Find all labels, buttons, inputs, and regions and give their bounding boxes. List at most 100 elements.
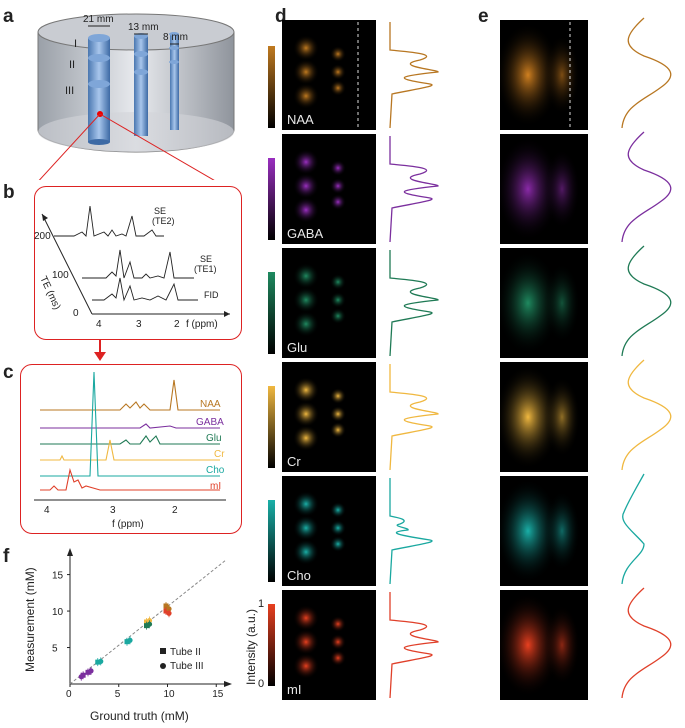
profile-e-naa bbox=[621, 17, 672, 129]
f-tick-4: 4 bbox=[96, 319, 102, 330]
colorbar-cr bbox=[268, 386, 275, 468]
tube-label-ii: II bbox=[69, 59, 75, 71]
f-x-tick-label: 5 bbox=[115, 689, 121, 700]
panel-label-f: f bbox=[3, 546, 10, 567]
trace-label-se-te1-line1: SE bbox=[200, 254, 212, 264]
colorbar-glu bbox=[268, 272, 275, 354]
profile-e-cho bbox=[621, 473, 645, 585]
f-y-tick-label: 10 bbox=[52, 607, 64, 618]
map-label-cr: Cr bbox=[287, 454, 301, 469]
scatter-point-tube-ii bbox=[163, 603, 169, 609]
legend-mi: mI bbox=[210, 481, 221, 492]
legend-glu: Glu bbox=[206, 433, 222, 444]
legend-naa: NAA bbox=[200, 399, 221, 410]
te-tick-100: 100 bbox=[52, 270, 69, 281]
blur-map-mi bbox=[500, 590, 588, 700]
c-x-tick-3: 3 bbox=[110, 505, 116, 516]
profile-e-gaba bbox=[621, 131, 672, 243]
legend-gaba: GABA bbox=[196, 417, 224, 428]
scatter-point-tube-iii bbox=[78, 674, 84, 680]
scatter-point-tube-ii bbox=[85, 669, 91, 675]
f-x-tick-label: 0 bbox=[66, 689, 72, 700]
f-axis-label: f (ppm) bbox=[186, 319, 218, 330]
trace-label-se-te2-line1: SE bbox=[154, 206, 166, 216]
dim-21mm: 21 mm bbox=[83, 14, 114, 25]
panel-label-b: b bbox=[3, 182, 15, 203]
phantom-illustration: 21 mm 13 mm 8 mm I II III bbox=[37, 13, 235, 180]
scatter-point-tube-ii bbox=[144, 623, 149, 629]
panel-label-d: d bbox=[275, 6, 287, 27]
scatter-point-tube-iii bbox=[98, 658, 104, 664]
profile-d-gaba bbox=[389, 136, 439, 243]
scatter-point-tube-ii bbox=[95, 659, 101, 665]
map-label-mi: mI bbox=[287, 682, 302, 697]
te-tick-200: 200 bbox=[34, 231, 51, 242]
te-tick-0: 0 bbox=[73, 308, 79, 319]
profile-e-cr bbox=[621, 359, 672, 471]
blur-map-cr bbox=[500, 362, 588, 472]
map-mi: mI bbox=[282, 590, 376, 700]
scatter-point-tube-iii bbox=[88, 668, 94, 674]
map-label-gaba: GABA bbox=[287, 226, 324, 241]
scatter-point-tube-iii bbox=[166, 606, 172, 612]
profile-e-mi bbox=[621, 587, 672, 699]
blur-map-cho bbox=[500, 476, 588, 586]
f-xlabel: Ground truth (mM) bbox=[90, 709, 189, 723]
trace-label-se-te2-line2: (TE2) bbox=[152, 216, 175, 226]
f-y-tick-label: 15 bbox=[52, 571, 64, 582]
scatter-point-tube-ii bbox=[124, 639, 130, 645]
colorbar-gaba bbox=[268, 158, 275, 240]
f-x-tick-label: 10 bbox=[164, 689, 176, 700]
legend-circle-icon bbox=[160, 663, 166, 669]
panel-label-e: e bbox=[478, 6, 489, 27]
dim-8mm: 8 mm bbox=[163, 32, 188, 43]
profile-e-glu bbox=[621, 245, 672, 357]
scatter-point-tube-iii bbox=[127, 637, 133, 643]
scatter-point-tube-ii bbox=[163, 608, 169, 614]
scatter-chart: 0 5 10 15 5 10 15 Tube II Tube III Ground trut… bbox=[23, 548, 232, 723]
intensity-axis-label: Intensity (a.u.) bbox=[244, 608, 258, 686]
c-x-axis-label: f (ppm) bbox=[112, 519, 144, 530]
scale-bottom-label: 0 bbox=[258, 678, 265, 690]
legend-tube-ii: Tube II bbox=[170, 647, 201, 658]
profile-d-cr bbox=[389, 364, 439, 471]
tube-label-iii: III bbox=[65, 85, 74, 97]
profile-d-mi bbox=[389, 592, 439, 699]
dim-13mm: 13 mm bbox=[128, 22, 159, 33]
identity-line bbox=[69, 559, 227, 685]
map-label-naa: NAA bbox=[287, 112, 314, 127]
panel-label-c: c bbox=[3, 362, 14, 383]
panel-label-a: a bbox=[3, 6, 14, 27]
trace-label-fid: FID bbox=[204, 290, 219, 300]
blur-map-glu bbox=[500, 248, 588, 358]
map-label-glu: Glu bbox=[287, 340, 308, 355]
f-ylabel: Measurement (mM) bbox=[23, 567, 37, 672]
map-glu: Glu bbox=[282, 248, 376, 358]
spectra-stack-box bbox=[34, 186, 242, 340]
map-cho: Cho bbox=[282, 476, 376, 586]
c-x-tick-2: 2 bbox=[172, 505, 178, 516]
profile-d-cho bbox=[389, 478, 433, 585]
colorbar-cho bbox=[268, 500, 275, 582]
colorbar-mi bbox=[268, 604, 275, 686]
trace-label-se-te1-line2: (TE1) bbox=[194, 264, 217, 274]
metabolite-spectra-plot: NAA GABA Glu Cr Cho mI 4 3 2 f (ppm) bbox=[34, 371, 226, 530]
scatter-point-tube-iii bbox=[146, 621, 153, 627]
legend-square-icon bbox=[160, 648, 166, 654]
map-gaba: GABA bbox=[282, 134, 376, 244]
profile-d-naa bbox=[389, 22, 439, 129]
metabolite-spectra-box bbox=[20, 364, 242, 534]
down-arrow-icon bbox=[94, 340, 106, 361]
map-cr: Cr bbox=[282, 362, 376, 472]
spectra-stack-plot: 200 100 0 TE (ms) SE (TE2) SE (TE1) FID … bbox=[34, 205, 230, 330]
map-label-cho: Cho bbox=[287, 568, 311, 583]
blur-map-gaba bbox=[500, 134, 588, 244]
blur-map-naa bbox=[500, 20, 588, 130]
legend-cho: Cho bbox=[206, 465, 225, 476]
colorbar-naa bbox=[268, 46, 275, 128]
f-tick-2: 2 bbox=[174, 319, 180, 330]
c-x-tick-4: 4 bbox=[44, 505, 50, 516]
legend-tube-iii: Tube III bbox=[170, 661, 204, 672]
profile-d-glu bbox=[389, 250, 439, 357]
f-y-tick-label: 5 bbox=[52, 644, 58, 655]
